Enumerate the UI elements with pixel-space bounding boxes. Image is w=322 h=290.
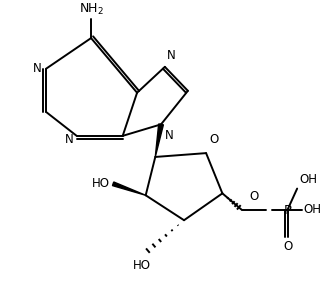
- Text: N: N: [65, 133, 74, 146]
- Text: OH: OH: [299, 173, 317, 186]
- Text: N: N: [165, 129, 174, 142]
- Text: P: P: [284, 204, 291, 217]
- Text: OH: OH: [304, 203, 322, 216]
- Text: N: N: [167, 49, 175, 62]
- Text: O: O: [250, 190, 259, 203]
- Polygon shape: [112, 182, 146, 195]
- Text: NH$_2$: NH$_2$: [79, 2, 104, 17]
- Text: O: O: [283, 240, 292, 253]
- Polygon shape: [155, 124, 163, 157]
- Text: HO: HO: [133, 259, 151, 271]
- Text: N: N: [33, 62, 41, 75]
- Text: HO: HO: [92, 177, 110, 190]
- Text: O: O: [209, 133, 218, 146]
